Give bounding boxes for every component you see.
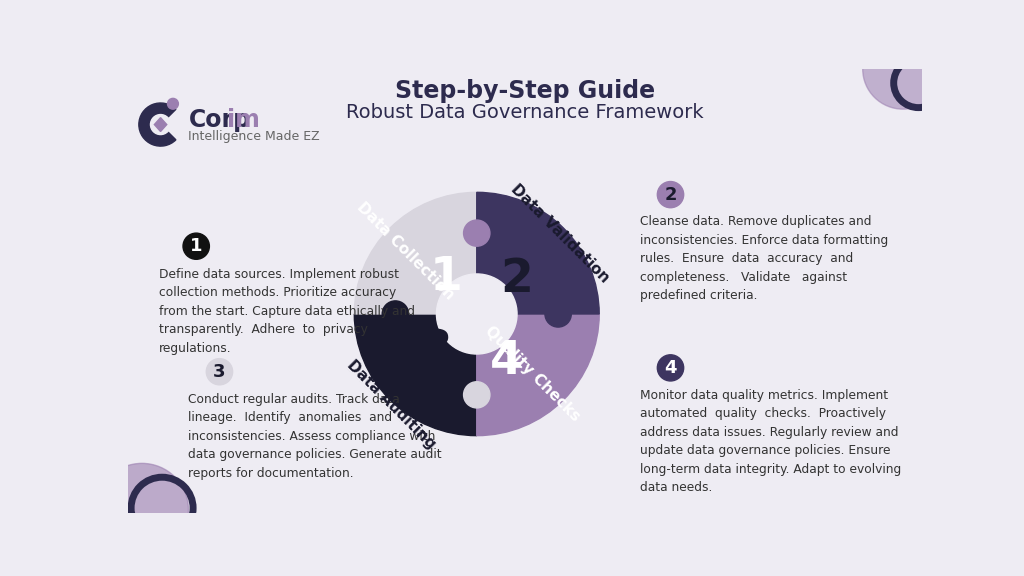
Polygon shape xyxy=(155,118,167,131)
Circle shape xyxy=(436,274,517,354)
Wedge shape xyxy=(354,192,477,314)
Text: Conduct regular audits. Track data
lineage.  Identify  anomalies  and
inconsiste: Conduct regular audits. Track data linea… xyxy=(188,392,442,479)
Text: Intelligence Made EZ: Intelligence Made EZ xyxy=(188,130,321,143)
Circle shape xyxy=(464,382,489,408)
Circle shape xyxy=(382,301,409,327)
Circle shape xyxy=(657,355,684,381)
Text: Step-by-Step Guide: Step-by-Step Guide xyxy=(394,79,655,103)
Wedge shape xyxy=(477,314,599,435)
Text: 2: 2 xyxy=(665,185,677,204)
Text: Data Auditing: Data Auditing xyxy=(344,358,438,452)
Circle shape xyxy=(95,463,188,556)
Wedge shape xyxy=(477,192,599,314)
Text: Robust Data Governance Framework: Robust Data Governance Framework xyxy=(346,103,703,122)
Circle shape xyxy=(657,181,684,208)
Text: Data Validation: Data Validation xyxy=(508,181,611,285)
Text: 2: 2 xyxy=(501,257,534,302)
Text: Monitor data quality metrics. Implement
automated  quality  checks.  Proactively: Monitor data quality metrics. Implement … xyxy=(640,389,901,494)
Text: 1: 1 xyxy=(189,237,203,255)
Text: Corp: Corp xyxy=(188,108,251,132)
Text: Define data sources. Implement robust
collection methods. Prioritize accuracy
fr: Define data sources. Implement robust co… xyxy=(159,268,415,355)
Circle shape xyxy=(862,29,943,109)
Text: 3: 3 xyxy=(420,328,453,373)
Text: 3: 3 xyxy=(213,363,225,381)
Text: im: im xyxy=(227,108,260,132)
Circle shape xyxy=(183,233,209,259)
Text: 1: 1 xyxy=(429,255,462,300)
Circle shape xyxy=(206,359,232,385)
Circle shape xyxy=(168,98,178,109)
Text: 4: 4 xyxy=(665,359,677,377)
Text: 4: 4 xyxy=(489,339,522,384)
Text: Data Collection: Data Collection xyxy=(354,199,457,302)
Circle shape xyxy=(151,115,171,135)
Wedge shape xyxy=(354,314,477,435)
Text: Cleanse data. Remove duplicates and
inconsistencies. Enforce data formatting
rul: Cleanse data. Remove duplicates and inco… xyxy=(640,215,888,302)
Wedge shape xyxy=(139,103,176,146)
Text: Quality Checks: Quality Checks xyxy=(482,324,583,425)
Circle shape xyxy=(464,220,489,246)
Circle shape xyxy=(545,301,571,327)
